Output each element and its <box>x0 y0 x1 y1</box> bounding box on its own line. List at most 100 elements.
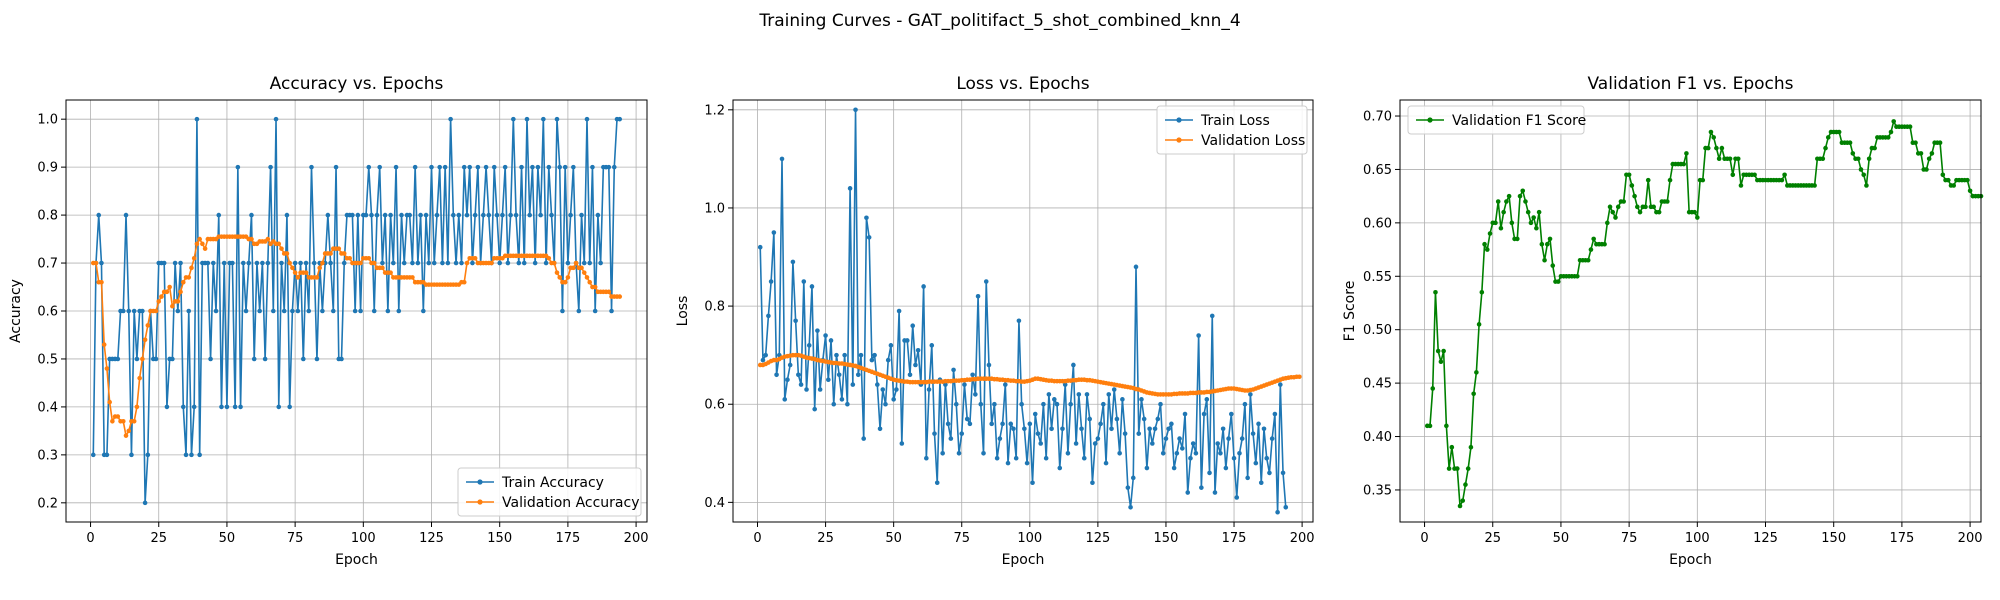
data-point <box>1493 220 1498 226</box>
data-point <box>494 212 500 218</box>
data-point <box>211 260 216 266</box>
data-point <box>513 212 519 218</box>
data-point <box>1495 199 1501 204</box>
data-point <box>1735 156 1741 162</box>
data-point <box>1209 313 1215 319</box>
data-point <box>546 164 552 170</box>
data-point <box>1907 124 1913 130</box>
data-point <box>1248 392 1253 397</box>
axes-frame <box>732 99 1314 523</box>
data-point <box>760 357 766 363</box>
data-point <box>502 164 508 170</box>
data-point <box>110 419 115 424</box>
data-point <box>314 356 320 362</box>
data-point <box>104 452 110 458</box>
data-point <box>1651 204 1656 210</box>
data-point <box>894 387 899 392</box>
data-point <box>273 116 279 122</box>
legend: Train Accuracy Validation Accuracy <box>457 467 642 517</box>
data-point <box>1275 509 1280 515</box>
data-point <box>126 308 132 314</box>
x-tick-label: 175 <box>1222 531 1247 546</box>
data-point <box>964 416 970 422</box>
data-point <box>1081 455 1087 461</box>
legend: Train Loss Validation Loss <box>1156 105 1308 155</box>
data-point <box>363 212 369 218</box>
x-tick-label: 75 <box>287 531 304 546</box>
data-point <box>137 375 142 381</box>
data-point <box>516 260 522 266</box>
data-point <box>858 352 864 358</box>
series-validation-f1-score <box>1424 119 1984 509</box>
data-point <box>606 164 612 170</box>
data-point <box>1264 455 1270 461</box>
data-point <box>355 212 361 218</box>
x-tick-label: 100 <box>351 531 376 546</box>
data-point <box>1858 167 1864 172</box>
data-point <box>221 260 227 266</box>
data-point <box>1052 397 1057 402</box>
x-tick-label: 125 <box>1753 531 1778 546</box>
data-point <box>1245 475 1250 481</box>
data-point <box>374 212 380 218</box>
data-point <box>1823 145 1828 151</box>
data-point <box>1847 140 1853 146</box>
data-point <box>178 260 183 266</box>
data-point <box>926 387 932 392</box>
data-point <box>1656 209 1662 215</box>
data-point <box>1441 348 1446 354</box>
data-point <box>768 279 774 284</box>
x-tick-label: 175 <box>1889 531 1914 546</box>
data-point <box>1866 156 1872 162</box>
data-point <box>1752 172 1757 178</box>
data-point <box>883 401 888 407</box>
data-point <box>134 404 140 410</box>
data-point <box>205 260 211 266</box>
data-point <box>186 275 192 280</box>
data-point <box>973 392 978 397</box>
data-point <box>817 387 823 392</box>
data-point <box>557 275 563 280</box>
data-point <box>992 401 997 407</box>
data-point <box>1534 225 1539 231</box>
axes-frame <box>1399 99 1982 523</box>
data-point <box>1125 485 1131 490</box>
data-point <box>989 421 994 427</box>
data-point <box>216 212 222 218</box>
y-axis-label: Accuracy <box>8 279 24 343</box>
x-tick-label: 50 <box>1553 531 1570 546</box>
data-point <box>1585 257 1591 263</box>
data-point <box>1487 231 1493 236</box>
data-point <box>410 275 415 280</box>
data-point <box>303 260 309 266</box>
data-point <box>538 212 543 218</box>
data-point <box>208 356 213 362</box>
data-point <box>1850 151 1856 156</box>
data-point <box>298 260 303 266</box>
data-point <box>1681 161 1686 167</box>
data-point <box>481 212 486 218</box>
data-point <box>1297 374 1302 380</box>
data-point <box>120 308 126 314</box>
data-point <box>442 164 448 170</box>
data-point <box>339 356 344 362</box>
y-tick-label: 0.35 <box>1363 483 1392 498</box>
data-point <box>1258 480 1264 486</box>
data-point <box>1016 318 1022 324</box>
data-point <box>1043 455 1049 461</box>
data-point <box>997 436 1003 441</box>
data-point <box>1250 431 1256 436</box>
chart-panels: 0 25 50 75 100 125 150 175 200 0.2 0.3 0.4 0.5 0.6 0.7… <box>8 74 1984 568</box>
data-point <box>279 260 284 266</box>
data-point <box>524 116 530 122</box>
data-point <box>757 244 763 250</box>
x-tick-label: 25 <box>150 531 167 546</box>
data-point <box>382 212 388 218</box>
data-point <box>1193 451 1199 456</box>
series-validation-loss <box>757 352 1302 397</box>
data-point <box>164 289 170 295</box>
data-point <box>1160 451 1166 456</box>
data-point <box>325 212 331 218</box>
data-point <box>301 356 306 362</box>
data-point <box>565 260 571 266</box>
